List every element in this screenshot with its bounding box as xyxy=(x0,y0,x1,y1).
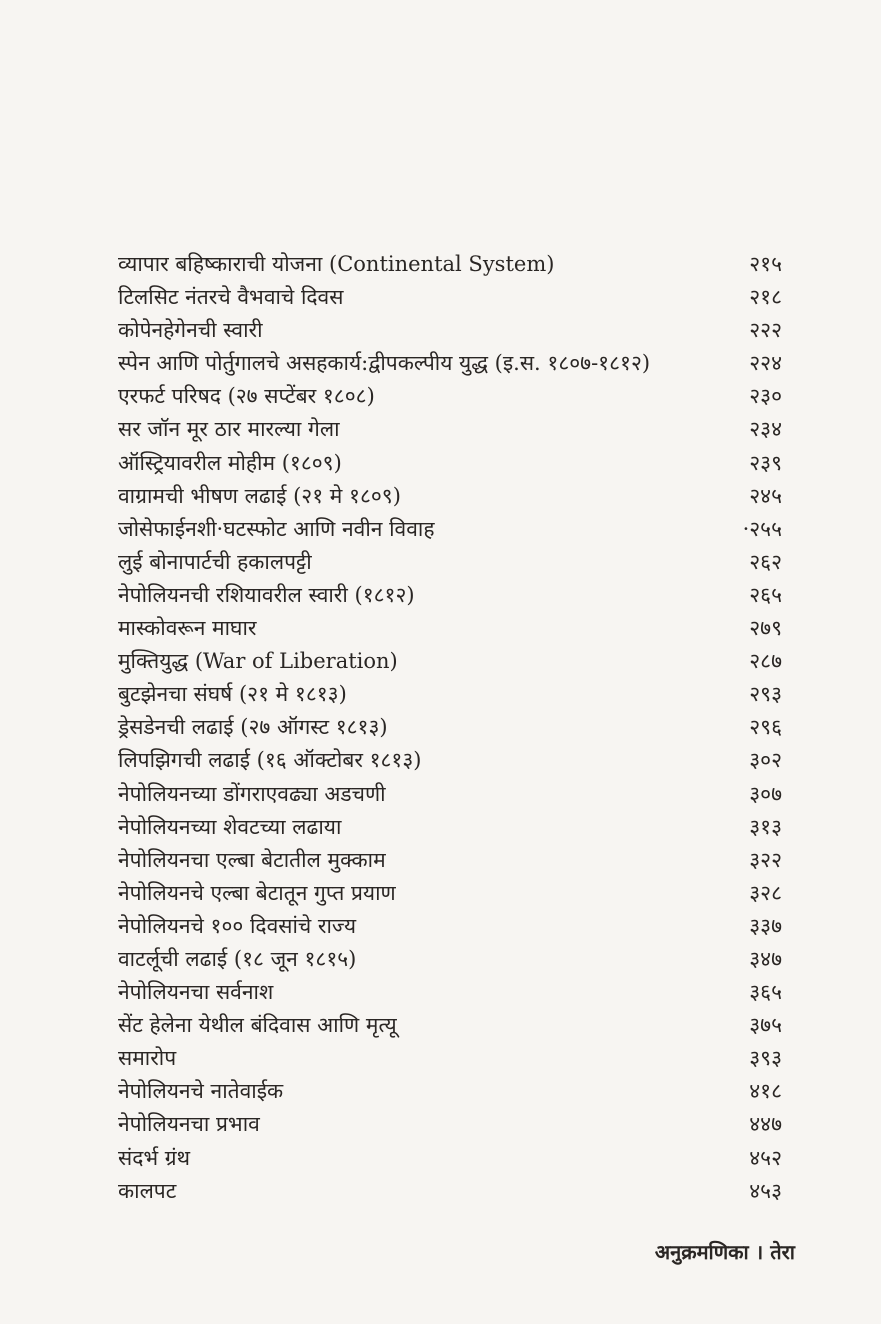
toc-entry-page-number: २३९ xyxy=(749,450,782,475)
toc-entry-title: मास्कोवरून माघार xyxy=(118,616,257,641)
toc-entry: बुटझेनचा संघर्ष (२१ मे १८१३) २९३ xyxy=(118,678,782,711)
toc-entry: वाटर्लूची लढाई (१८ जून १८१५) ३४७ xyxy=(118,943,782,976)
toc-entry-title: वाग्रामची भीषण लढाई (२१ मे १८०९) xyxy=(118,483,401,508)
toc-entry: ड्रेसडेनची लढाई (२७ ऑगस्ट १८१३) २९६ xyxy=(118,711,782,744)
toc-entry-title: नेपोलियनच्या डोंगराएवढ्या अडचणी xyxy=(118,781,386,806)
toc-entry-title: नेपोलियनच्या शेवटच्या लढाया xyxy=(118,814,342,839)
running-footer: अनुक्रमणिका । तेरा xyxy=(654,1240,795,1264)
toc-entry: टिलसिट नंतरचे वैभवाचे दिवस २१८ xyxy=(118,281,782,314)
toc-entry: सर जॉन मूर ठार मारल्या गेला २३४ xyxy=(118,413,782,446)
toc-entry-title: नेपोलियनचे एल्बा बेटातून गुप्त प्रयाण xyxy=(118,880,396,905)
toc-entry-page-number: २९३ xyxy=(749,682,782,707)
toc-entry-title: कालपट xyxy=(118,1178,177,1203)
toc-entry: नेपोलियनचा सर्वनाश ३६५ xyxy=(118,976,782,1009)
toc-entry-page-number: २१८ xyxy=(749,285,782,310)
toc-entry-title: लिपझिगची लढाई (१६ ऑक्टोबर १८१३) xyxy=(118,748,422,773)
toc-entry-title: मुक्तियुद्ध (War of Liberation) xyxy=(118,649,398,674)
toc-entry-title: एरफर्ट परिषद (२७ सप्टेंबर १८०८) xyxy=(118,384,375,409)
toc-entry-page-number: २८७ xyxy=(749,649,782,674)
toc-entry-page-number: ३७५ xyxy=(749,1013,782,1038)
toc-entry: नेपोलियनचे १०० दिवसांचे राज्य ३३७ xyxy=(118,910,782,943)
toc-entry-page-number: २६५ xyxy=(749,582,782,607)
toc-entry: स्पेन आणि पोर्तुगालचे असहकार्य:द्वीपकल्प… xyxy=(118,347,782,380)
toc-entry: नेपोलियनचे एल्बा बेटातून गुप्त प्रयाण ३२८ xyxy=(118,877,782,910)
toc-entry-title: टिलसिट नंतरचे वैभवाचे दिवस xyxy=(118,285,344,310)
toc-entry: मास्कोवरून माघार २७९ xyxy=(118,612,782,645)
toc-entry-title: नेपोलियनचा सर्वनाश xyxy=(118,980,274,1005)
toc-entry-title: नेपोलियनचे नातेवाईक xyxy=(118,1079,284,1104)
toc-entry-page-number: २३४ xyxy=(749,417,782,442)
toc-entry-page-number: २७९ xyxy=(749,616,782,641)
toc-entry: कोपेनहेगेनची स्वारी २२२ xyxy=(118,314,782,347)
toc-entry-title: वाटर्लूची लढाई (१८ जून १८१५) xyxy=(118,946,357,971)
toc-entry-page-number: २३० xyxy=(749,384,782,409)
toc-entry-title: स्पेन आणि पोर्तुगालचे असहकार्य:द्वीपकल्प… xyxy=(118,351,651,376)
toc-entry-title: ड्रेसडेनची लढाई (२७ ऑगस्ट १८१३) xyxy=(118,715,388,740)
toc-entry-title: नेपोलियनचा एल्बा बेटातील मुक्काम xyxy=(118,847,386,872)
toc-entry: नेपोलियनचे नातेवाईक ४१८ xyxy=(118,1075,782,1108)
toc-entry-page-number: ४५३ xyxy=(749,1178,782,1203)
toc-entry-page-number: ३३७ xyxy=(749,913,782,938)
toc-entry-title: समारोप xyxy=(118,1046,177,1071)
toc-entry: नेपोलियनच्या डोंगराएवढ्या अडचणी ३०७ xyxy=(118,778,782,811)
toc-entry-page-number: ३२८ xyxy=(749,880,782,905)
toc-entry-title: लुई बोनापार्टची हकालपट्टी xyxy=(118,549,312,574)
toc-entry-page-number: २९६ xyxy=(749,715,782,740)
toc-entry: ऑस्ट्रियावरील मोहीम (१८०९) २३९ xyxy=(118,447,782,480)
toc-entry-page-number: ·२५५ xyxy=(742,516,782,541)
toc-entry: नेपोलियनचा एल्बा बेटातील मुक्काम ३२२ xyxy=(118,844,782,877)
toc-entry-page-number: ४१८ xyxy=(749,1079,782,1104)
toc-entry-page-number: २२२ xyxy=(749,318,782,343)
toc-entry-page-number: ३०७ xyxy=(749,781,782,806)
toc-entry: जोसेफाईनशी·घटस्फोट आणि नवीन विवाह ·२५५ xyxy=(118,513,782,546)
toc-entry-page-number: २६२ xyxy=(749,549,782,574)
toc-entry-title: सर जॉन मूर ठार मारल्या गेला xyxy=(118,417,340,442)
toc-entry-page-number: ३९३ xyxy=(749,1046,782,1071)
toc-entry: समारोप ३९३ xyxy=(118,1042,782,1075)
toc-entry-page-number: ३६५ xyxy=(749,980,782,1005)
toc-entry-title: कोपेनहेगेनची स्वारी xyxy=(118,318,263,343)
toc-entry: मुक्तियुद्ध (War of Liberation) २८७ xyxy=(118,645,782,678)
toc-entry: सेंट हेलेना येथील बंदिवास आणि मृत्यू ३७५ xyxy=(118,1009,782,1042)
toc-entry: एरफर्ट परिषद (२७ सप्टेंबर १८०८) २३० xyxy=(118,380,782,413)
toc-entry: नेपोलियनच्या शेवटच्या लढाया ३१३ xyxy=(118,811,782,844)
toc-entry-title: संदर्भ ग्रंथ xyxy=(118,1145,191,1170)
toc-entry: नेपोलियनचा प्रभाव ४४७ xyxy=(118,1108,782,1141)
table-of-contents: व्यापार बहिष्काराची योजना (Continental S… xyxy=(118,248,782,1208)
toc-entry-page-number: २१५ xyxy=(749,252,782,276)
toc-entry-page-number: ४४७ xyxy=(749,1112,782,1137)
toc-entry-title: सेंट हेलेना येथील बंदिवास आणि मृत्यू xyxy=(118,1013,397,1038)
toc-entry-title: नेपोलियनचा प्रभाव xyxy=(118,1112,260,1137)
toc-entry-page-number: २४५ xyxy=(749,483,782,508)
toc-entry: संदर्भ ग्रंथ ४५२ xyxy=(118,1142,782,1175)
toc-entry-title: ऑस्ट्रियावरील मोहीम (१८०९) xyxy=(118,450,342,475)
toc-entry-title: नेपोलियनची रशियावरील स्वारी (१८१२) xyxy=(118,582,415,607)
toc-entry-title: बुटझेनचा संघर्ष (२१ मे १८१३) xyxy=(118,682,347,707)
toc-entry-page-number: ३०२ xyxy=(749,748,782,773)
toc-entry-title: नेपोलियनचे १०० दिवसांचे राज्य xyxy=(118,913,357,938)
toc-entry-title: व्यापार बहिष्काराची योजना (Continental S… xyxy=(118,252,555,276)
toc-entry-title: जोसेफाईनशी·घटस्फोट आणि नवीन विवाह xyxy=(118,516,435,541)
toc-entry-page-number: २२४ xyxy=(749,351,782,376)
toc-entry-page-number: ३१३ xyxy=(749,814,782,839)
toc-entry: लिपझिगची लढाई (१६ ऑक्टोबर १८१३) ३०२ xyxy=(118,744,782,777)
toc-entry: कालपट ४५३ xyxy=(118,1175,782,1208)
toc-entry: लुई बोनापार्टची हकालपट्टी २६२ xyxy=(118,546,782,579)
toc-entry: नेपोलियनची रशियावरील स्वारी (१८१२) २६५ xyxy=(118,579,782,612)
toc-entry-page-number: ३४७ xyxy=(749,946,782,971)
toc-entry-page-number: ३२२ xyxy=(749,847,782,872)
toc-entry-page-number: ४५२ xyxy=(749,1145,782,1170)
toc-entry: वाग्रामची भीषण लढाई (२१ मे १८०९) २४५ xyxy=(118,480,782,513)
toc-entry: व्यापार बहिष्काराची योजना (Continental S… xyxy=(118,248,782,281)
